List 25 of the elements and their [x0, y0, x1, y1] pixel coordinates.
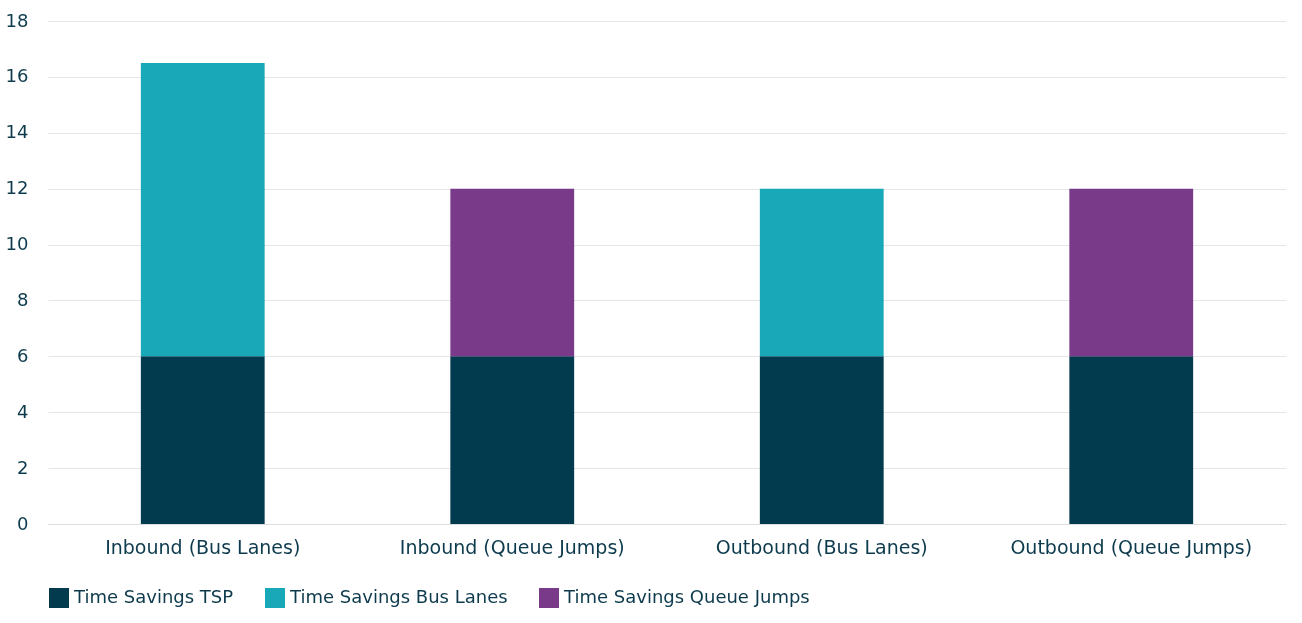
legend-label: Time Savings Bus Lanes: [289, 586, 508, 607]
y-tick-label: 14: [5, 121, 29, 143]
bar: [140, 356, 265, 524]
bar: [1069, 188, 1194, 357]
y-tick-label: 18: [5, 9, 29, 31]
legend-label: Time Savings TSP: [73, 586, 234, 607]
bar: [759, 188, 884, 357]
bar: [450, 188, 575, 357]
x-tick-label: Inbound (Queue Jumps): [399, 535, 625, 558]
x-tick-label: Outbound (Queue Jumps): [1010, 535, 1253, 558]
bar: [759, 356, 884, 524]
y-tick-label: 16: [5, 65, 29, 87]
y-tick-label: 0: [17, 512, 29, 534]
y-tick-label: 6: [17, 344, 29, 366]
x-tick-label: Inbound (Bus Lanes): [105, 535, 301, 558]
y-tick-label: 10: [5, 233, 29, 255]
y-tick-label: 12: [5, 177, 29, 199]
legend-label: Time Savings Queue Jumps: [563, 586, 810, 607]
bar: [450, 356, 575, 524]
y-tick-label: 4: [17, 400, 29, 422]
bar: [140, 62, 265, 357]
y-tick-label: 8: [17, 288, 29, 310]
x-tick-label: Outbound (Bus Lanes): [715, 535, 928, 558]
y-tick-label: 2: [17, 456, 29, 478]
bar: [1069, 356, 1194, 524]
